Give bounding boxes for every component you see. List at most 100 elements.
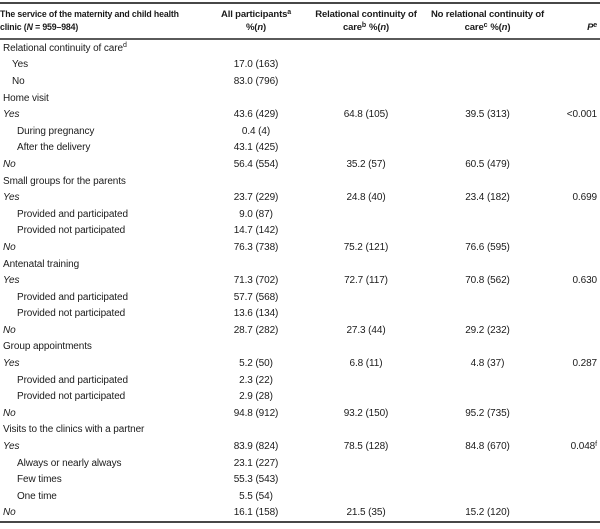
- no-relational-continuity-value: [420, 471, 555, 488]
- no-relational-continuity-value: 60.5 (479): [465, 158, 510, 170]
- no-relational-continuity-value: 76.6 (595): [465, 241, 510, 253]
- p-value-cell: [555, 306, 600, 323]
- all-participants-value: 2.3 (22): [239, 374, 273, 386]
- no-relational-continuity-value: [420, 372, 555, 389]
- p-value-cell: 0.630: [555, 272, 600, 289]
- no-relational-continuity-value: [420, 39, 555, 57]
- row-label: Yes: [3, 109, 20, 121]
- relational-continuity-value: 93.2 (150): [343, 407, 389, 419]
- percent-n-label: %(n): [369, 22, 390, 33]
- row-label-cell: Provided and participated: [0, 372, 200, 389]
- row-label: Provided and participated: [17, 208, 128, 220]
- row-label-cell: No: [0, 405, 200, 422]
- row-label-cell: Yes: [0, 272, 200, 289]
- table-row: No 83.0 (796): [0, 73, 600, 90]
- table-body: Relational continuity of cared Yes 17.0 …: [0, 39, 600, 522]
- no-relational-continuity-value: [420, 57, 555, 74]
- row-label: Relational continuity of care: [3, 42, 123, 54]
- row-label: Always or nearly always: [17, 457, 122, 469]
- row-label: Provided and participated: [17, 374, 128, 386]
- p-value-cell: [555, 405, 600, 422]
- all-participants-value: 28.7 (282): [233, 324, 279, 336]
- all-participants-value: 0.4 (4): [241, 125, 271, 137]
- p-value-cell: [555, 455, 600, 472]
- all-participants-value: 23.1 (227): [233, 457, 279, 469]
- row-label-cell: No: [0, 505, 200, 523]
- table-row: Yes 23.7 (229) 24.8 (40) 23.4 (182) 0.69…: [0, 189, 600, 206]
- row-label-cell: Yes: [0, 106, 200, 123]
- no-relational-continuity-value: 29.2 (232): [465, 324, 510, 336]
- row-label: Provided not participated: [17, 225, 126, 237]
- row-label: Antenatal training: [3, 258, 80, 270]
- row-label-cell: Relational continuity of cared: [0, 39, 200, 57]
- p-value-cell: [555, 339, 600, 356]
- p-value-cell: [555, 73, 600, 90]
- all-participants-value: 5.2 (50): [239, 358, 273, 370]
- row-label: Few times: [17, 474, 62, 486]
- relational-continuity-value: 78.5 (128): [343, 441, 389, 453]
- all-participants-value: 76.3 (738): [233, 241, 279, 253]
- no-relational-continuity-value: 23.4 (182): [465, 192, 510, 204]
- no-relational-continuity-value: [420, 123, 555, 140]
- all-participants-value: 5.5 (54): [239, 490, 273, 502]
- p-value: 0.699: [572, 192, 597, 204]
- table-row: Few times 55.3 (543): [0, 471, 600, 488]
- row-label-cell: Small groups for the parents: [0, 173, 200, 190]
- p-value-cell: [555, 39, 600, 57]
- no-relational-continuity-value: [420, 455, 555, 472]
- p-value: 0.048: [570, 441, 596, 453]
- p-value-cell: [555, 322, 600, 339]
- relational-continuity-value: [312, 140, 420, 157]
- all-participants-value: 55.3 (543): [233, 474, 279, 486]
- row-label: Provided not participated: [17, 308, 126, 320]
- no-relational-continuity-value: [420, 140, 555, 157]
- row-label: No: [12, 75, 25, 87]
- p-value-cell: [555, 90, 600, 107]
- relational-continuity-value: [312, 223, 420, 240]
- row-label-cell: Provided not participated: [0, 388, 200, 405]
- all-participants-value: 17.0 (163): [233, 59, 279, 71]
- row-label-cell: Antenatal training: [0, 256, 200, 273]
- table-row: Provided not participated 13.6 (134): [0, 306, 600, 323]
- p-value-cell: [555, 173, 600, 190]
- relational-continuity-value: [312, 123, 420, 140]
- table-row: No 56.4 (554) 35.2 (57) 60.5 (479): [0, 156, 600, 173]
- p-value-cell: [555, 140, 600, 157]
- table-row: Yes 83.9 (824) 78.5 (128) 84.8 (670) 0.0…: [0, 438, 600, 455]
- service-header-line1: The service of the maternity and child h…: [0, 9, 179, 20]
- percent-n-label: %(n): [490, 22, 511, 33]
- row-label: No: [3, 158, 16, 170]
- table-row: Antenatal training: [0, 256, 600, 273]
- table-row: Provided and participated 9.0 (87): [0, 206, 600, 223]
- p-value-cell: [555, 388, 600, 405]
- row-label: Provided not participated: [17, 391, 126, 403]
- p-value-footnote-marker: f: [595, 440, 597, 448]
- row-label: No: [3, 407, 16, 419]
- p-value-cell: <0.001: [555, 106, 600, 123]
- row-label-cell: Provided and participated: [0, 206, 200, 223]
- footnote-marker-e: e: [593, 21, 597, 29]
- row-label: Yes: [3, 275, 20, 287]
- no-relational-continuity-value: [420, 223, 555, 240]
- no-relational-continuity-value: 84.8 (670): [465, 441, 510, 453]
- all-participants-value: 71.3 (702): [233, 275, 279, 287]
- service-header-line2: clinic (N = 959–984): [0, 22, 79, 33]
- table-row: Yes 71.3 (702) 72.7 (117) 70.8 (562) 0.6…: [0, 272, 600, 289]
- row-label: No: [3, 241, 16, 253]
- table-row: Home visit: [0, 90, 600, 107]
- no-relational-continuity-value: [420, 73, 555, 90]
- row-label-cell: During pregnancy: [0, 123, 200, 140]
- p-value-cell: [555, 372, 600, 389]
- table-row: Relational continuity of cared: [0, 39, 600, 57]
- row-label: Home visit: [3, 92, 49, 104]
- no-relational-continuity-value: 4.8 (37): [470, 358, 505, 370]
- p-value: 0.630: [572, 275, 597, 287]
- all-participants-value: 43.6 (429): [233, 109, 279, 121]
- relational-continuity-value: 72.7 (117): [344, 275, 388, 287]
- table-row: Group appointments: [0, 339, 600, 356]
- col-header-p-value: Pe: [555, 3, 600, 40]
- table-row: Always or nearly always 23.1 (227): [0, 455, 600, 472]
- relational-continuity-value: [312, 57, 420, 74]
- row-label-cell: Yes: [0, 57, 200, 74]
